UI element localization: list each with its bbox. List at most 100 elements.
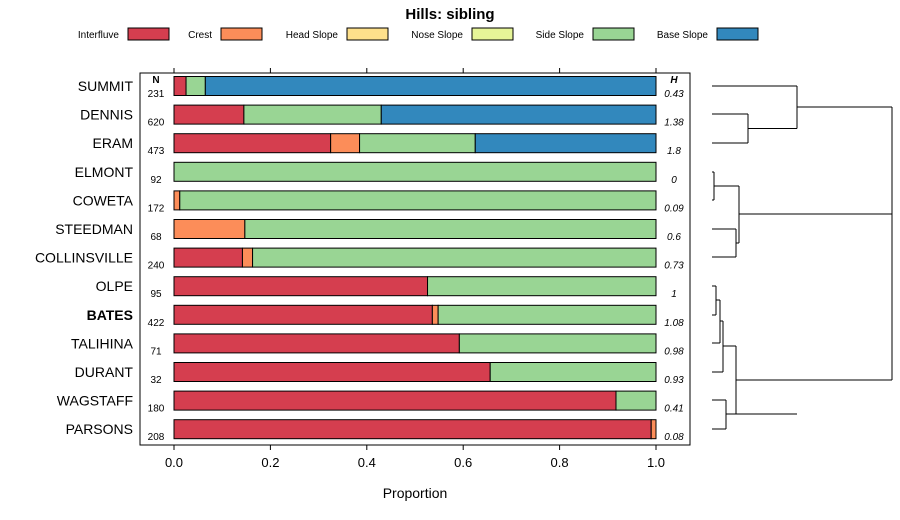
bar-durant-interfluve — [173, 362, 491, 382]
legend-label-head-slope: Head Slope — [286, 30, 339, 41]
n-label-parsons: 208 — [148, 432, 165, 443]
legend-swatch-crest — [220, 27, 263, 41]
row-label-elmont: ELMONT — [75, 164, 134, 180]
bar-collinsville-side-slope — [252, 247, 657, 268]
n-label-eram: 473 — [148, 146, 165, 157]
n-label-coweta: 172 — [148, 203, 165, 214]
legend-swatch-base-slope — [716, 27, 759, 41]
dendrogram-merge-dennis-eram — [747, 114, 797, 143]
plot-panel — [139, 72, 691, 446]
bar-durant-side-slope — [489, 362, 657, 382]
bar-collinsville-interfluve — [173, 247, 243, 268]
n-label-steedman: 68 — [150, 232, 162, 243]
n-label-summit: 231 — [148, 89, 165, 100]
bar-eram-base-slope — [474, 133, 657, 154]
row-labels: SUMMIT DENNIS ERAM ELMONT COWETA STEEDMAN COLL… — [35, 78, 134, 437]
row-label-eram: ERAM — [93, 135, 133, 151]
bar-summit-interfluve — [173, 76, 187, 96]
bar-talihina-interfluve — [173, 333, 460, 354]
h-label-eram: 1.8 — [667, 146, 681, 157]
row-label-wagstaff: WAGSTAFF — [57, 393, 133, 409]
n-label-wagstaff: 180 — [148, 404, 165, 415]
bar-eram-interfluve — [173, 133, 332, 154]
legend-label-side-slope: Side Slope — [536, 30, 585, 41]
bar-coweta-side-slope — [179, 190, 657, 211]
n-label-bates: 422 — [148, 318, 165, 329]
x-axis-label: Proportion — [383, 485, 448, 501]
dendrogram-merge-elmont-coweta — [713, 172, 739, 200]
legend-label-nose-slope: Nose Slope — [411, 30, 463, 41]
h-label-olpe: 1 — [671, 289, 677, 300]
row-label-olpe: OLPE — [96, 278, 133, 294]
bar-summit-base-slope — [204, 76, 657, 96]
row-label-steedman: STEEDMAN — [55, 221, 133, 237]
n-label-dennis: 620 — [148, 118, 165, 129]
bar-olpe-side-slope — [427, 276, 657, 297]
x-tick-label-3: 0.6 — [454, 455, 472, 470]
bar-steedman-side-slope — [244, 219, 657, 239]
h-label-elmont: 0 — [671, 175, 677, 186]
bar-steedman-crest — [173, 219, 246, 239]
n-label-durant: 32 — [150, 375, 162, 386]
n-label-collinsville: 240 — [148, 261, 165, 272]
dendrogram-merge-crest-cluster — [735, 346, 892, 414]
h-header: H — [670, 75, 678, 86]
dendrogram-merge-olpe-bates — [715, 286, 720, 315]
bar-wagstaff-interfluve — [173, 390, 617, 411]
dendrogram-merge-wagstaff-parsons — [725, 400, 797, 429]
bar-eram-side-slope — [359, 133, 476, 154]
n-label-elmont: 92 — [150, 175, 162, 186]
bars — [173, 76, 657, 440]
bar-bates-crest — [431, 304, 439, 325]
bar-parsons-interfluve — [173, 419, 652, 440]
h-labels: H 0.43 1.38 1.8 0 0.09 0.6 0.73 1 1.08 0.98 0.93 0.… — [664, 75, 684, 443]
row-label-summit: SUMMIT — [78, 78, 134, 94]
h-label-wagstaff: 0.41 — [664, 404, 683, 415]
x-tick-label-0: 0.0 — [165, 455, 183, 470]
h-label-bates: 1.08 — [664, 318, 684, 329]
legend: Interfluve Crest Head Slope Nose Slope Side … — [78, 27, 759, 41]
x-axis: 0.0 0.2 0.4 0.6 0.8 1.0 — [165, 68, 665, 470]
row-label-dennis: DENNIS — [80, 107, 133, 123]
row-label-collinsville: COLLINSVILLE — [35, 250, 133, 266]
bar-dennis-side-slope — [243, 104, 382, 125]
n-labels: N 231 620 473 92 172 68 240 95 422 71 32 180 208 — [148, 75, 165, 443]
x-tick-label-2: 0.4 — [358, 455, 376, 470]
h-label-collinsville: 0.73 — [664, 261, 684, 272]
h-label-summit: 0.43 — [664, 89, 684, 100]
bar-dennis-interfluve — [173, 104, 245, 125]
legend-swatch-head-slope — [346, 27, 389, 41]
bar-wagstaff-side-slope — [615, 390, 657, 411]
x-tick-label-4: 0.8 — [551, 455, 569, 470]
h-label-durant: 0.93 — [664, 375, 684, 386]
dendrogram-merge-summit-cluster — [796, 86, 892, 129]
bar-summit-side-slope — [185, 76, 206, 96]
bar-collinsville-crest — [241, 247, 254, 268]
bar-olpe-interfluve — [173, 276, 429, 297]
h-label-steedman: 0.6 — [667, 232, 681, 243]
row-label-durant: DURANT — [75, 364, 134, 380]
bar-bates-side-slope — [437, 304, 657, 325]
bar-bates-interfluve — [173, 304, 433, 325]
x-tick-label-1: 0.2 — [261, 455, 279, 470]
bar-eram-crest — [330, 133, 361, 154]
bar-dennis-base-slope — [380, 104, 657, 125]
bar-coweta-crest — [173, 190, 181, 211]
legend-swatch-interfluve — [127, 27, 170, 41]
bar-talihina-side-slope — [458, 333, 657, 354]
chart-title: Hills: sibling — [405, 6, 494, 23]
h-label-coweta: 0.09 — [664, 203, 684, 214]
row-label-parsons: PARSONS — [66, 421, 133, 437]
legend-swatch-side-slope — [592, 27, 635, 41]
n-header: N — [152, 75, 159, 86]
legend-label-crest: Crest — [188, 30, 212, 41]
row-label-bates: BATES — [87, 307, 133, 323]
dendrogram-merge-side-slope-cluster — [738, 186, 892, 243]
row-label-talihina: TALIHINA — [71, 335, 134, 351]
h-label-parsons: 0.08 — [664, 432, 684, 443]
bar-elmont-side-slope — [173, 161, 657, 182]
legend-label-base-slope: Base Slope — [657, 30, 709, 41]
bar-parsons-crest — [650, 419, 657, 440]
h-label-talihina: 0.98 — [664, 346, 684, 357]
